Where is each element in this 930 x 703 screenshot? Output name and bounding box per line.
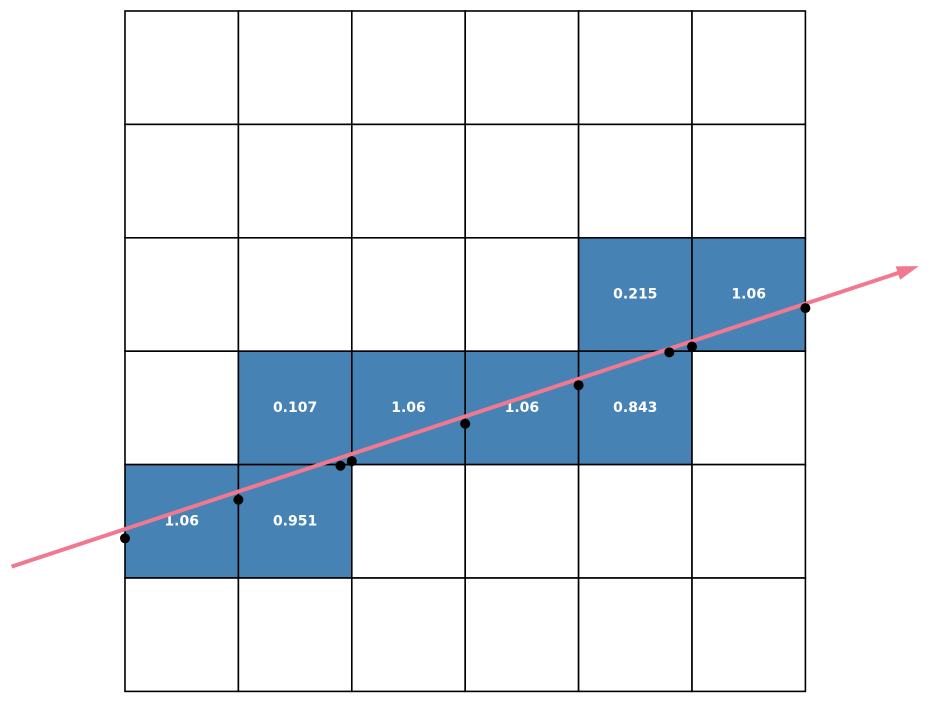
empty-cell	[350, 463, 466, 579]
filled-cell	[577, 350, 693, 466]
empty-cell	[577, 10, 693, 126]
empty-cell	[350, 10, 466, 126]
empty-cell	[464, 237, 580, 353]
empty-cell	[691, 463, 807, 579]
empty-cell	[124, 237, 240, 353]
ray	[10, 266, 919, 569]
intersection-point	[664, 347, 675, 358]
filled-cell	[237, 350, 353, 466]
empty-cell	[691, 10, 807, 126]
intersection-point	[346, 456, 357, 467]
grid-cells	[124, 10, 807, 693]
cell-value-label: 0.951	[273, 513, 317, 529]
ray-line	[10, 269, 903, 569]
cell-value-label: 1.06	[391, 400, 426, 416]
empty-cell	[577, 463, 693, 579]
empty-cell	[237, 237, 353, 353]
empty-cell	[464, 463, 580, 579]
empty-cell	[350, 123, 466, 239]
intersection-point	[573, 380, 584, 391]
empty-cell	[464, 123, 580, 239]
empty-cell	[237, 10, 353, 126]
cell-value-label: 1.06	[731, 287, 766, 303]
intersection-point	[335, 460, 346, 471]
empty-cell	[350, 237, 466, 353]
empty-cell	[124, 577, 240, 693]
empty-cell	[124, 350, 240, 466]
ray-arrowhead	[895, 266, 919, 280]
cell-value-label: 1.06	[164, 513, 199, 529]
cell-labels: 0.215 1.06 0.107 1.06 1.06 0.843 1.06 0.951	[164, 287, 766, 530]
cell-value-label: 0.215	[613, 287, 657, 303]
intersection-point	[800, 303, 811, 314]
empty-cell	[237, 123, 353, 239]
empty-cell	[691, 350, 807, 466]
intersection-points	[120, 303, 811, 544]
intersection-point	[120, 533, 130, 544]
empty-cell	[464, 10, 580, 126]
empty-cell	[124, 123, 240, 239]
empty-cell	[350, 577, 466, 693]
empty-cell	[124, 10, 240, 126]
intersection-point	[687, 341, 697, 352]
intersection-point	[460, 418, 471, 429]
cell-value-label: 0.107	[273, 400, 317, 416]
empty-cell	[577, 577, 693, 693]
intersection-point	[233, 494, 244, 505]
empty-cell	[691, 123, 807, 239]
filled-cell	[691, 237, 807, 353]
empty-cell	[464, 577, 580, 693]
cell-value-label: 1.06	[505, 400, 540, 416]
empty-cell	[577, 123, 693, 239]
empty-cell	[237, 577, 353, 693]
empty-cell	[691, 577, 807, 693]
cell-value-label: 0.843	[613, 400, 657, 416]
filled-cell	[577, 237, 693, 353]
